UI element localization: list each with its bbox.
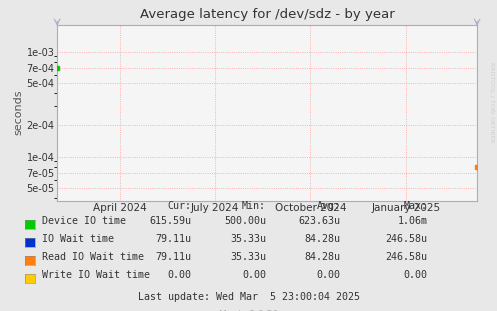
Text: 623.63u: 623.63u bbox=[298, 216, 340, 226]
Text: 79.11u: 79.11u bbox=[156, 234, 191, 244]
Text: 84.28u: 84.28u bbox=[305, 252, 340, 262]
Text: Read IO Wait time: Read IO Wait time bbox=[42, 252, 144, 262]
Text: Munin 2.0.56: Munin 2.0.56 bbox=[219, 310, 278, 311]
Text: 0.00: 0.00 bbox=[242, 270, 266, 280]
Text: RRDTOOL / TOBI OETIKER: RRDTOOL / TOBI OETIKER bbox=[490, 62, 495, 143]
Text: Max:: Max: bbox=[404, 201, 427, 211]
Text: 35.33u: 35.33u bbox=[230, 234, 266, 244]
Text: Avg:: Avg: bbox=[317, 201, 340, 211]
Text: 246.58u: 246.58u bbox=[385, 234, 427, 244]
Text: 246.58u: 246.58u bbox=[385, 252, 427, 262]
Text: Last update: Wed Mar  5 23:00:04 2025: Last update: Wed Mar 5 23:00:04 2025 bbox=[138, 292, 359, 302]
Text: 84.28u: 84.28u bbox=[305, 234, 340, 244]
Text: Write IO Wait time: Write IO Wait time bbox=[42, 270, 150, 280]
Text: Cur:: Cur: bbox=[167, 201, 191, 211]
Text: 0.00: 0.00 bbox=[404, 270, 427, 280]
Text: Min:: Min: bbox=[242, 201, 266, 211]
Text: 0.00: 0.00 bbox=[317, 270, 340, 280]
Text: 35.33u: 35.33u bbox=[230, 252, 266, 262]
Title: Average latency for /dev/sdz - by year: Average latency for /dev/sdz - by year bbox=[140, 8, 395, 21]
Text: 500.00u: 500.00u bbox=[224, 216, 266, 226]
Text: 615.59u: 615.59u bbox=[149, 216, 191, 226]
Text: 1.06m: 1.06m bbox=[398, 216, 427, 226]
Text: IO Wait time: IO Wait time bbox=[42, 234, 114, 244]
Text: 79.11u: 79.11u bbox=[156, 252, 191, 262]
Text: 0.00: 0.00 bbox=[167, 270, 191, 280]
Y-axis label: seconds: seconds bbox=[13, 90, 23, 136]
Text: Device IO time: Device IO time bbox=[42, 216, 126, 226]
